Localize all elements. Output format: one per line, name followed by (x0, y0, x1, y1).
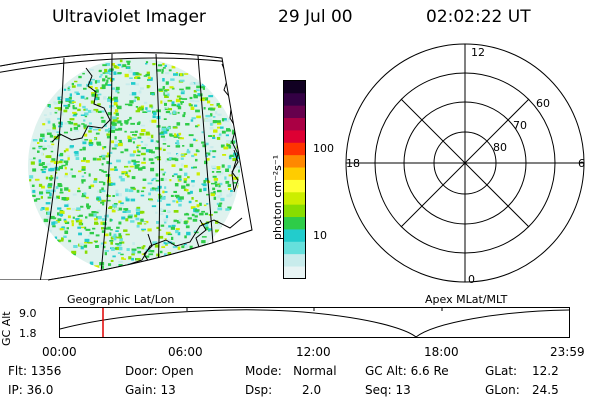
colorbar-segment (283, 204, 306, 218)
colorbar-segment (283, 154, 306, 168)
colorbar-segment (283, 117, 306, 131)
panel-frame (0, 52, 253, 281)
geographic-image (0, 52, 253, 281)
glon-label: GLon: (485, 383, 520, 397)
ip-value: IP: 36.0 (8, 383, 54, 397)
x-tick-1200: 12:00 (296, 345, 331, 359)
alt-y-min: 1.8 (19, 327, 37, 340)
sequence-number: Seq: 13 (365, 383, 411, 397)
x-tick-0600: 06:00 (168, 345, 203, 359)
colorbar-segment (283, 229, 306, 242)
mode-value: Mode: Normal (245, 364, 337, 378)
dsp-label: Dsp: (245, 383, 273, 397)
glat-value: 12.2 (532, 364, 559, 378)
colorbar-segment (283, 130, 306, 143)
polar-label-70: 70 (513, 119, 527, 132)
glat-label: GLat: (485, 364, 518, 378)
polar-label-60: 60 (536, 97, 550, 110)
colorbar-segment (283, 105, 306, 119)
polar-label-80: 80 (493, 141, 507, 154)
longitude-grid (39, 53, 215, 280)
flight-number: Flt: 1356 (8, 364, 62, 378)
gc-altitude: GC Alt: 6.6 Re (365, 364, 449, 378)
app-title: Ultraviolet Imager (52, 7, 206, 27)
colorbar-segment (283, 253, 306, 267)
colorbar-segment (283, 241, 306, 255)
polar-label-12: 12 (471, 46, 485, 59)
altitude-timeline (59, 307, 570, 338)
time-label: 02:02:22 UT (426, 7, 531, 27)
colorbar-unit-label: photon cm⁻²s⁻¹ (271, 154, 284, 240)
polar-plot (345, 43, 585, 283)
colorbar-tick-100: 100 (313, 142, 334, 155)
colorbar-segment (283, 80, 306, 94)
gain-value: Gain: 13 (125, 383, 176, 397)
altitude-curve (59, 309, 570, 338)
alt-y-max: 9.0 (19, 307, 37, 320)
color-bar (283, 80, 306, 279)
colorbar-segment (283, 191, 306, 205)
colorbar-segment (283, 266, 306, 279)
date-label: 29 Jul 00 (278, 7, 353, 27)
geographic-caption: Geographic Lat/Lon (67, 293, 175, 306)
polar-diagonal-2 (400, 98, 530, 228)
colorbar-tick-10: 10 (313, 229, 327, 242)
aurora-speckles (29, 59, 240, 274)
polar-label-18: 18 (346, 157, 360, 170)
x-tick-1800: 18:00 (424, 345, 459, 359)
colorbar-segment (283, 142, 306, 156)
x-tick-0000: 00:00 (42, 345, 77, 359)
colorbar-segment (283, 216, 306, 230)
colorbar-segment (283, 179, 306, 193)
glon-value: 24.5 (532, 383, 559, 397)
polar-label-6: 6 (578, 157, 585, 170)
x-tick-2359: 23:59 (550, 345, 585, 359)
gc-alt-axis-label: GC Alt (0, 311, 13, 346)
colorbar-segment (283, 92, 306, 106)
door-status: Door: Open (125, 364, 194, 378)
dsp-value: 2.0 (302, 383, 322, 397)
polar-label-0: 0 (468, 273, 475, 286)
apex-caption: Apex MLat/MLT (425, 293, 508, 306)
colorbar-segment (283, 167, 306, 180)
